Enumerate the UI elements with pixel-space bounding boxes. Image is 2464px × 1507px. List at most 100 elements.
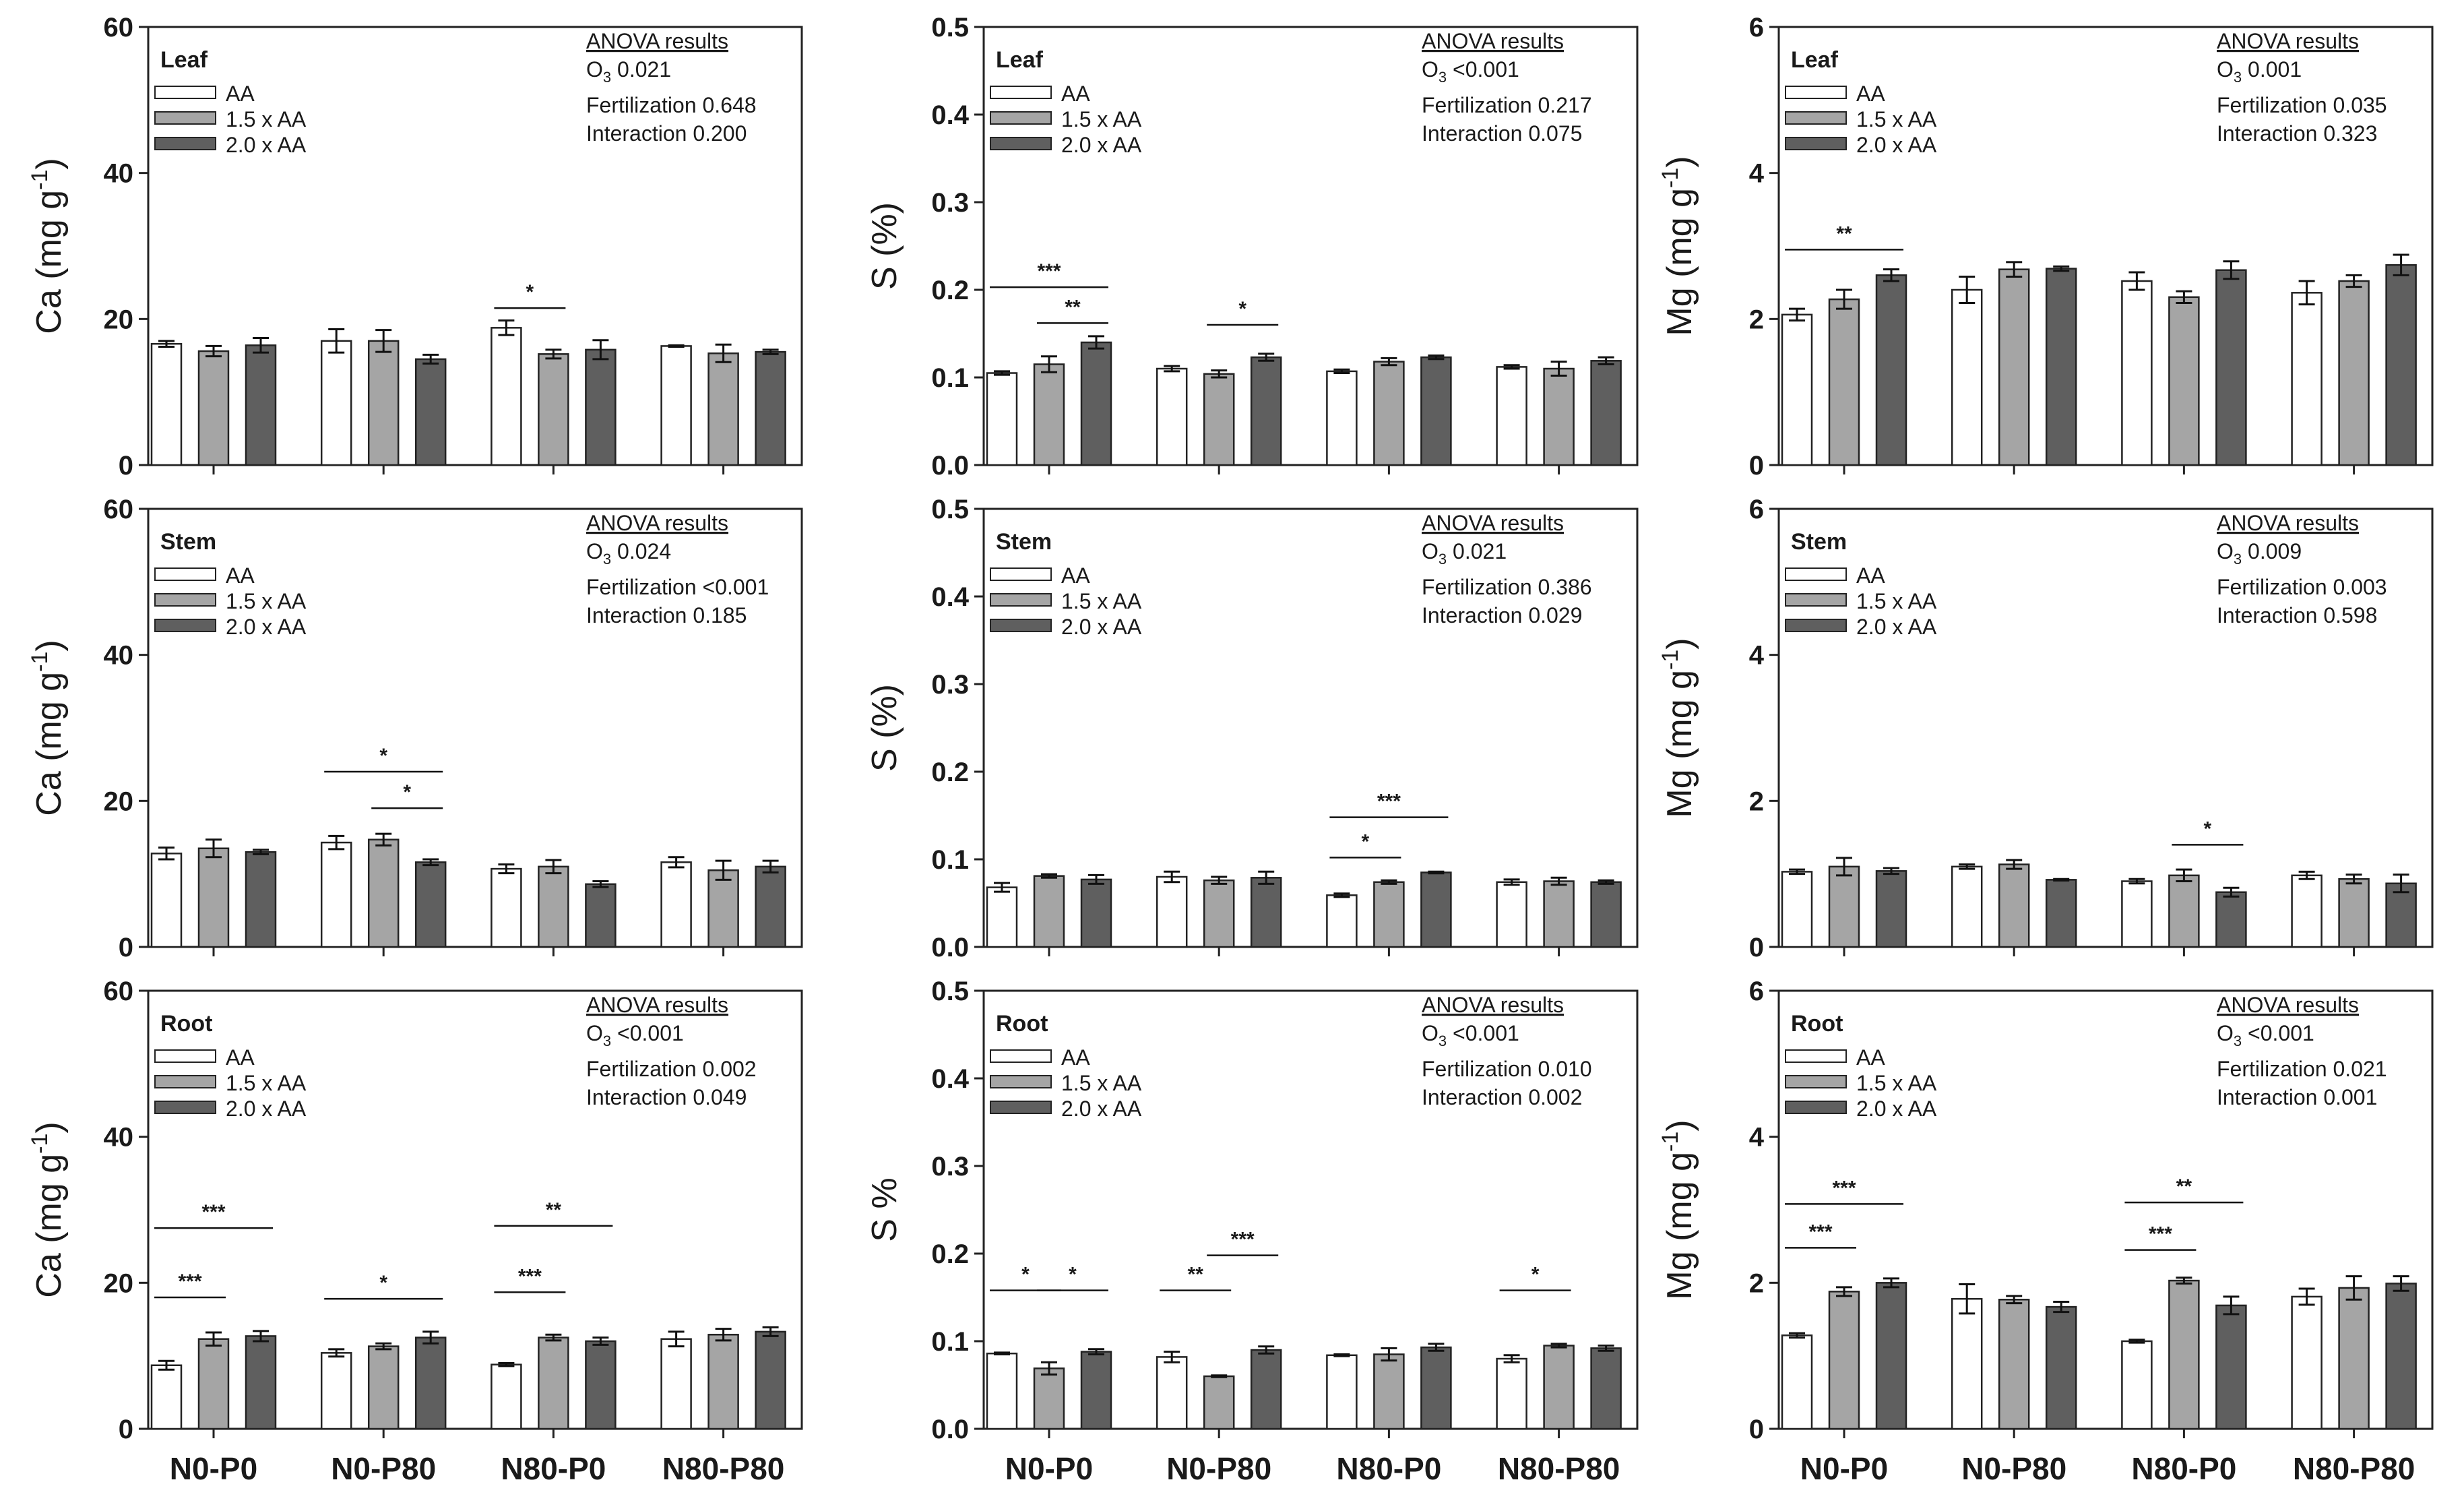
y-tick-label: 0.2 bbox=[931, 276, 969, 305]
bar bbox=[1203, 879, 1235, 948]
legend-label: AA bbox=[1061, 563, 1090, 588]
significance-label: *** bbox=[178, 1270, 201, 1293]
y-axis-label-tail: ) bbox=[30, 158, 69, 169]
anova-o3: O3 0.021 bbox=[586, 57, 671, 86]
anova-title: ANOVA results bbox=[2217, 993, 2359, 1017]
bar bbox=[245, 1335, 277, 1430]
legend-swatch bbox=[990, 1049, 1052, 1063]
y-tick-label: 6 bbox=[1749, 13, 1764, 42]
legend-swatch bbox=[1785, 1075, 1847, 1088]
x-category-label: N80-P0 bbox=[1336, 1451, 1441, 1486]
legend-label: AA bbox=[226, 563, 255, 588]
bar bbox=[2168, 1279, 2200, 1430]
y-tick-label: 0.4 bbox=[931, 582, 969, 612]
bar bbox=[2338, 1287, 2370, 1430]
chart-panel-root-mg: 0 2 4 6 Mg (mg g-1) N0-P0 N0-P80 N80-P0 N80-P80 *… bbox=[1657, 977, 2434, 1486]
x-category-label: N0-P0 bbox=[1005, 1451, 1093, 1486]
anova-line: Interaction 0.200 bbox=[586, 121, 747, 146]
anova-line: Fertilization 0.386 bbox=[1422, 575, 1592, 599]
bar bbox=[1998, 1299, 2030, 1430]
anova-o3-sub: 3 bbox=[1439, 551, 1447, 567]
y-tick-label: 0.3 bbox=[931, 670, 969, 700]
bar bbox=[1543, 367, 1575, 466]
bar bbox=[150, 853, 183, 948]
plot-frame bbox=[1777, 26, 2434, 466]
bar bbox=[755, 350, 786, 466]
y-tick-label: 0.3 bbox=[931, 188, 969, 218]
anova-o3-symbol: O bbox=[1422, 539, 1439, 563]
anova-o3-value: 0.001 bbox=[2242, 57, 2302, 82]
anova-o3-value: 0.021 bbox=[611, 57, 671, 82]
significance-label: ** bbox=[2176, 1175, 2192, 1198]
x-category-label: N80-P80 bbox=[662, 1451, 785, 1486]
bar bbox=[320, 340, 352, 466]
bar bbox=[660, 345, 692, 466]
bar bbox=[1250, 1349, 1282, 1430]
legend-swatch bbox=[1785, 1049, 1847, 1063]
legend-label: 1.5 x AA bbox=[1856, 1071, 1937, 1095]
bar bbox=[2291, 1295, 2323, 1430]
significance-label: *** bbox=[1808, 1221, 1832, 1243]
legend-swatch bbox=[1785, 567, 1847, 581]
legend-label: 2.0 x AA bbox=[226, 133, 307, 157]
y-tick-label: 0.1 bbox=[931, 845, 969, 875]
legend-swatch bbox=[990, 593, 1052, 607]
bar bbox=[1875, 274, 1907, 466]
bar bbox=[1951, 865, 1983, 948]
anova-line: Interaction 0.029 bbox=[1422, 603, 1582, 627]
x-category-label: N0-P0 bbox=[170, 1451, 257, 1486]
anova-o3-sub: 3 bbox=[1439, 1033, 1447, 1049]
significance-label: *** bbox=[1377, 791, 1401, 813]
legend-swatch bbox=[154, 111, 216, 125]
y-tick-label: 2 bbox=[1749, 305, 1764, 334]
anova-line: Interaction 0.598 bbox=[2217, 603, 2377, 627]
y-tick-label: 0 bbox=[119, 1415, 133, 1444]
panel-label: Leaf bbox=[1791, 47, 1839, 73]
bar bbox=[986, 886, 1018, 948]
anova-title: ANOVA results bbox=[586, 993, 728, 1017]
x-category-label: N0-P80 bbox=[1961, 1451, 2066, 1486]
y-tick-label: 4 bbox=[1749, 159, 1765, 189]
anova-block: ANOVA results O3 <0.001 Fertilization 0.02… bbox=[2217, 993, 2387, 1109]
anova-o3-symbol: O bbox=[2217, 539, 2234, 563]
y-tick-label: 40 bbox=[104, 159, 134, 189]
anova-o3: O3 <0.001 bbox=[1422, 57, 1519, 86]
bar bbox=[755, 1330, 786, 1430]
y-tick-label: 0 bbox=[1749, 1415, 1764, 1444]
legend-label: 2.0 x AA bbox=[1061, 1097, 1142, 1121]
legend-swatch bbox=[1785, 137, 1847, 150]
bar bbox=[1543, 880, 1575, 948]
bar bbox=[2045, 1305, 2077, 1430]
plot-frame bbox=[147, 508, 803, 948]
bar bbox=[197, 350, 230, 466]
y-tick-label: 0.0 bbox=[931, 1415, 969, 1444]
bar bbox=[1590, 1347, 1622, 1430]
legend-label: AA bbox=[1061, 1045, 1090, 1070]
y-tick-label: 0.1 bbox=[931, 1327, 969, 1357]
anova-title: ANOVA results bbox=[586, 511, 728, 535]
bar bbox=[660, 861, 692, 948]
anova-o3: O3 0.009 bbox=[2217, 539, 2302, 567]
x-category-label: N80-P80 bbox=[2293, 1451, 2415, 1486]
bar bbox=[414, 358, 447, 466]
significance-label: *** bbox=[518, 1265, 542, 1287]
legend-swatch bbox=[154, 86, 216, 99]
bar bbox=[1033, 875, 1065, 948]
bar bbox=[1250, 877, 1282, 948]
significance-label: *** bbox=[1832, 1177, 1856, 1199]
anova-block: ANOVA results O3 <0.001 Fertilization 0.01… bbox=[1422, 993, 1592, 1109]
y-tick-label: 60 bbox=[104, 977, 134, 1006]
anova-o3-symbol: O bbox=[586, 57, 603, 82]
y-axis-label-tail: ) bbox=[30, 640, 69, 651]
anova-o3-value: <0.001 bbox=[611, 1021, 684, 1045]
bar bbox=[245, 344, 277, 466]
legend-label: AA bbox=[226, 82, 255, 106]
y-tick-label: 0.4 bbox=[931, 1064, 969, 1094]
bar bbox=[320, 841, 352, 948]
bar bbox=[707, 352, 739, 466]
plot-frame bbox=[1777, 989, 2434, 1430]
bar bbox=[1156, 875, 1188, 948]
significance-label: ** bbox=[1188, 1264, 1204, 1286]
bar bbox=[538, 1336, 569, 1430]
